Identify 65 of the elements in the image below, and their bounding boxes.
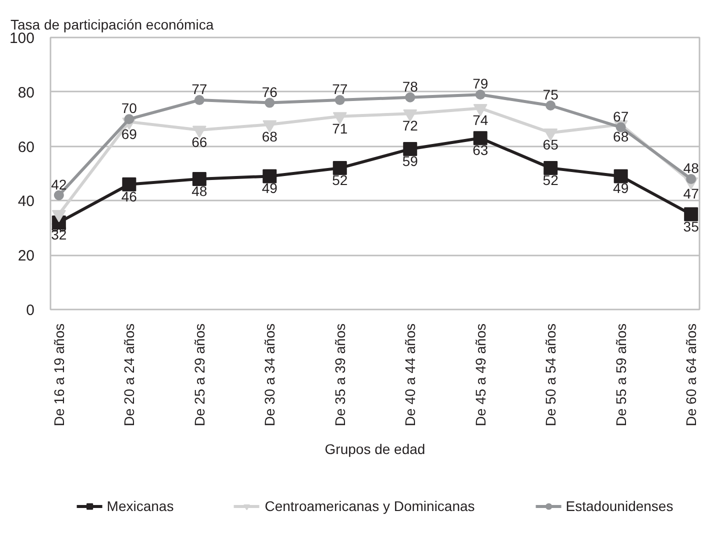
y-tick-label: 0 — [26, 302, 34, 319]
x-tick-label: De 60 a 64 años — [683, 323, 700, 426]
point — [332, 161, 347, 176]
legend-label: Estadounidenses — [566, 498, 674, 514]
data-label: 68 — [613, 128, 629, 145]
x-tick-label: De 25 a 29 años — [191, 323, 208, 426]
data-label: 79 — [472, 76, 488, 92]
y-tick-label: 80 — [18, 84, 35, 102]
legend-label: Centroamericanas y Dominicanas — [264, 498, 475, 514]
data-label: 77 — [332, 81, 348, 98]
data-label: 70 — [121, 100, 138, 116]
legend-label: Mexicanas — [106, 498, 174, 514]
data-label: 47 — [683, 186, 700, 202]
point — [264, 98, 275, 108]
x-tick-label: De 40 a 44 años — [402, 323, 418, 426]
point — [334, 95, 345, 106]
point — [194, 95, 204, 106]
point — [546, 100, 556, 110]
data-label: 35 — [683, 218, 700, 234]
data-label: 42 — [51, 176, 67, 192]
y-axis-title: Tasa de participación económica — [10, 16, 214, 32]
x-tick-label: De 16 a 19 años — [50, 323, 67, 426]
data-label: 49 — [613, 180, 629, 196]
data-label: 71 — [332, 120, 348, 136]
data-label: 78 — [402, 78, 418, 94]
data-label: 69 — [121, 126, 138, 142]
point — [54, 190, 64, 200]
data-label: 68 — [262, 128, 278, 145]
point — [403, 142, 418, 156]
data-label: 77 — [192, 81, 208, 98]
point — [614, 169, 628, 184]
x-tick-label: De 20 a 24 años — [121, 323, 138, 426]
data-label: 76 — [262, 84, 278, 100]
x-tick-label: De 55 a 59 años — [612, 323, 629, 426]
y-tick-label: 40 — [18, 193, 35, 210]
data-label: 66 — [192, 134, 208, 150]
point — [122, 177, 136, 192]
y-tick-label: 60 — [18, 138, 35, 156]
data-label: 46 — [121, 188, 138, 204]
data-label: 74 — [472, 112, 488, 128]
point — [262, 169, 277, 184]
data-label: 52 — [332, 172, 348, 188]
x-tick-label: De 50 a 54 años — [542, 323, 559, 426]
point — [192, 172, 206, 186]
data-label: 48 — [683, 160, 700, 176]
data-label: 67 — [613, 108, 629, 124]
point — [405, 92, 416, 102]
data-label: 72 — [402, 118, 418, 134]
point — [475, 90, 486, 100]
x-tick-label: De 30 a 34 años — [262, 323, 278, 426]
data-label: 59 — [402, 153, 418, 170]
x-tick-label: De 35 a 39 años — [332, 323, 348, 426]
data-label: 48 — [192, 182, 208, 199]
data-label: 63 — [472, 142, 488, 158]
x-tick-label: De 45 a 49 años — [472, 323, 488, 426]
point — [684, 207, 698, 222]
data-label: 75 — [542, 86, 559, 102]
y-tick-label: 20 — [18, 248, 35, 265]
data-label: 49 — [262, 180, 278, 196]
x-axis-title: Grupos de edad — [324, 441, 426, 458]
point — [544, 161, 558, 176]
data-label: 65 — [542, 136, 559, 153]
data-label: 52 — [542, 172, 559, 188]
y-tick-label: 100 — [9, 30, 35, 47]
point — [473, 131, 488, 146]
